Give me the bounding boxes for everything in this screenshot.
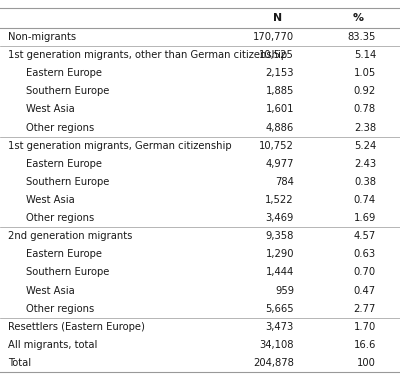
Text: All migrants, total: All migrants, total	[8, 340, 97, 350]
Text: 1st generation migrants, German citizenship: 1st generation migrants, German citizens…	[8, 141, 232, 151]
Text: 10,525: 10,525	[259, 50, 294, 60]
Text: West Asia: West Asia	[26, 104, 75, 115]
Text: 204,878: 204,878	[253, 358, 294, 368]
Text: 2.43: 2.43	[354, 159, 376, 169]
Text: 0.70: 0.70	[354, 267, 376, 277]
Text: Eastern Europe: Eastern Europe	[26, 249, 102, 259]
Text: 1,601: 1,601	[266, 104, 294, 115]
Text: 0.78: 0.78	[354, 104, 376, 115]
Text: %: %	[352, 13, 364, 23]
Text: 1.70: 1.70	[354, 322, 376, 332]
Text: Non-migrants: Non-migrants	[8, 32, 76, 42]
Text: 9,358: 9,358	[266, 231, 294, 241]
Text: 100: 100	[357, 358, 376, 368]
Text: 4,977: 4,977	[266, 159, 294, 169]
Text: 2.38: 2.38	[354, 122, 376, 133]
Text: 0.47: 0.47	[354, 285, 376, 296]
Text: 170,770: 170,770	[253, 32, 294, 42]
Text: 3,469: 3,469	[266, 213, 294, 223]
Text: 784: 784	[275, 177, 294, 187]
Text: 4,886: 4,886	[266, 122, 294, 133]
Text: Other regions: Other regions	[26, 122, 94, 133]
Text: 5.24: 5.24	[354, 141, 376, 151]
Text: 0.92: 0.92	[354, 86, 376, 96]
Text: West Asia: West Asia	[26, 195, 75, 205]
Text: 1.05: 1.05	[354, 68, 376, 78]
Text: Southern Europe: Southern Europe	[26, 177, 109, 187]
Text: 3,473: 3,473	[266, 322, 294, 332]
Text: 1,444: 1,444	[266, 267, 294, 277]
Text: Eastern Europe: Eastern Europe	[26, 68, 102, 78]
Text: 2,153: 2,153	[266, 68, 294, 78]
Text: 0.38: 0.38	[354, 177, 376, 187]
Text: 0.74: 0.74	[354, 195, 376, 205]
Text: Eastern Europe: Eastern Europe	[26, 159, 102, 169]
Text: 5.14: 5.14	[354, 50, 376, 60]
Text: 34,108: 34,108	[260, 340, 294, 350]
Text: Resettlers (Eastern Europe): Resettlers (Eastern Europe)	[8, 322, 145, 332]
Text: 4.57: 4.57	[354, 231, 376, 241]
Text: 2nd generation migrants: 2nd generation migrants	[8, 231, 132, 241]
Text: 1,290: 1,290	[266, 249, 294, 259]
Text: 959: 959	[275, 285, 294, 296]
Text: 1,522: 1,522	[265, 195, 294, 205]
Text: Total: Total	[8, 358, 31, 368]
Text: Other regions: Other regions	[26, 304, 94, 314]
Text: 1.69: 1.69	[354, 213, 376, 223]
Text: 10,752: 10,752	[259, 141, 294, 151]
Text: 1st generation migrants, other than German citizenship: 1st generation migrants, other than Germ…	[8, 50, 287, 60]
Text: West Asia: West Asia	[26, 285, 75, 296]
Text: 1,885: 1,885	[266, 86, 294, 96]
Text: Southern Europe: Southern Europe	[26, 267, 109, 277]
Text: 0.63: 0.63	[354, 249, 376, 259]
Text: Southern Europe: Southern Europe	[26, 86, 109, 96]
Text: Other regions: Other regions	[26, 213, 94, 223]
Text: 5,665: 5,665	[265, 304, 294, 314]
Text: 16.6: 16.6	[354, 340, 376, 350]
Text: N: N	[274, 13, 282, 23]
Text: 2.77: 2.77	[354, 304, 376, 314]
Text: 83.35: 83.35	[348, 32, 376, 42]
